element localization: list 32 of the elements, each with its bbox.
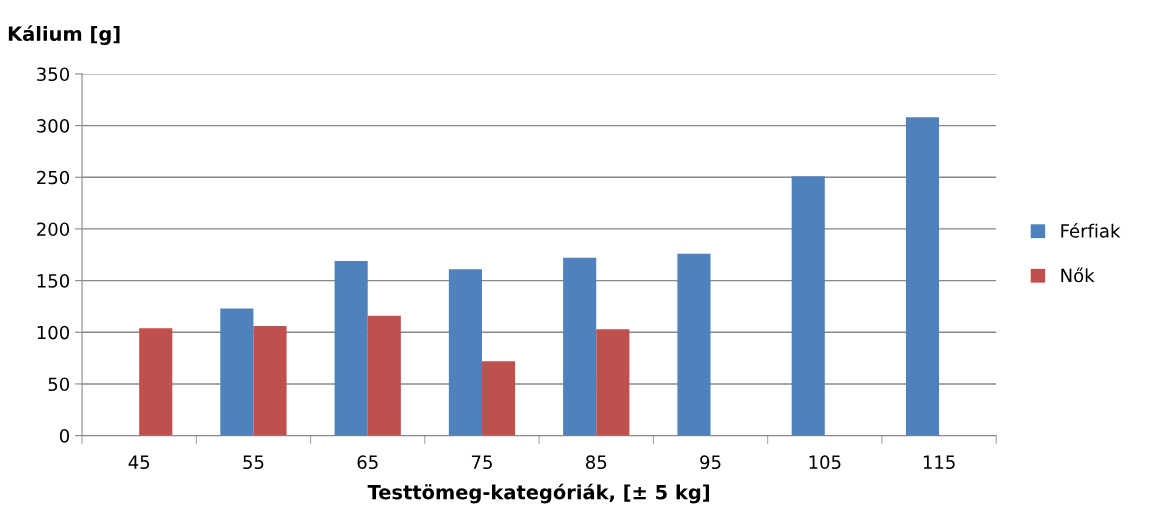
y-tick-label: 0	[59, 429, 70, 443]
y-tick-label: 150	[37, 274, 70, 288]
x-tick-label: 45	[128, 455, 150, 470]
x-tick-label: 115	[923, 455, 955, 470]
bar	[253, 326, 287, 436]
y-tick-label: 250	[37, 170, 70, 185]
y-tick-label: 200	[37, 222, 70, 237]
bar	[677, 253, 711, 436]
bar	[563, 257, 597, 436]
y-tick-label: 50	[48, 377, 70, 392]
bar	[905, 117, 940, 436]
bar	[334, 260, 368, 436]
bar	[448, 269, 482, 436]
x-tick-label: 75	[471, 455, 492, 470]
legend-label: Nők	[1061, 267, 1095, 283]
bar	[220, 308, 254, 436]
x-axis-title: Testtömeg-kategóriák, [± 5 kg]	[367, 483, 709, 504]
y-tick-label: 100	[37, 325, 70, 340]
x-tick-label: 55	[243, 455, 264, 470]
y-axis-title: Kálium [g]	[8, 25, 120, 45]
legend-label: Férfiak	[1061, 223, 1121, 238]
y-tick-label: 300	[37, 119, 70, 133]
bar	[139, 328, 173, 436]
bar	[367, 315, 401, 436]
x-tick-label: 105	[809, 455, 841, 470]
y-tick-label: 350	[37, 67, 70, 82]
bar	[791, 176, 825, 436]
bar	[596, 329, 630, 436]
bar	[481, 361, 516, 436]
x-tick-label: 85	[585, 455, 607, 470]
x-tick-label: 65	[357, 455, 378, 470]
x-tick-label: 95	[700, 455, 721, 470]
